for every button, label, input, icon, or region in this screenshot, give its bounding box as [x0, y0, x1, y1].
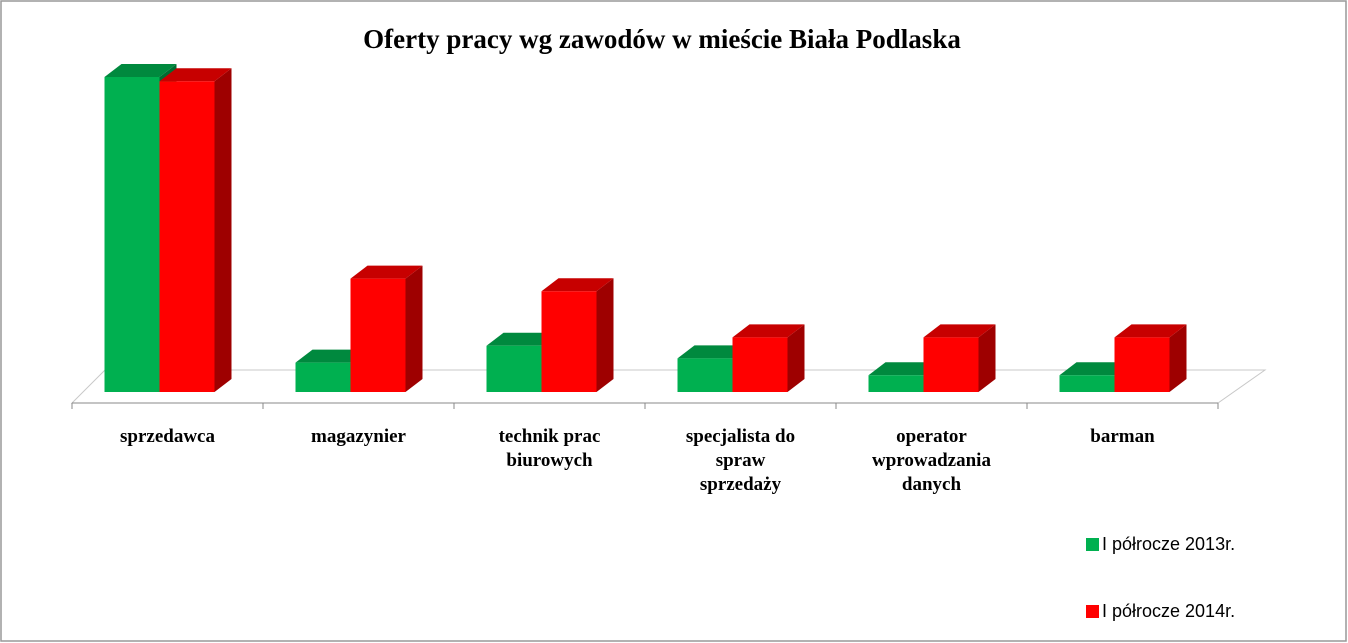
bar-front [541, 291, 597, 392]
bar-side [596, 278, 614, 392]
bar [923, 324, 996, 392]
x-tick-label: specjalista do spraw sprzedaży [686, 426, 795, 495]
bar-front [677, 358, 733, 392]
bar-top [868, 362, 941, 376]
x-tick-label: sprzedawca [120, 426, 215, 447]
bar-side [787, 324, 805, 392]
bar-top [541, 278, 614, 292]
x-tick-label: operator wprowadzania danych [872, 426, 991, 495]
legend-label: I półrocze 2013r. [1102, 534, 1235, 554]
x-tick-label: magazynier [311, 426, 407, 447]
bar-top [159, 68, 232, 82]
bar-front [1114, 337, 1170, 392]
bar-side [405, 265, 423, 392]
bar-front [868, 375, 924, 392]
bar-front [350, 278, 406, 392]
bar [1114, 324, 1187, 392]
bar-side [978, 324, 996, 392]
bar-top [923, 324, 996, 338]
bar-top [104, 64, 177, 77]
bar [159, 68, 232, 392]
x-tick-label: technik prac biurowych [499, 426, 601, 471]
x-tick-label: barman [1090, 426, 1155, 447]
bar-top [1114, 324, 1187, 338]
bar-side [1169, 324, 1187, 392]
bar-front [923, 337, 979, 392]
bar-side [214, 68, 232, 392]
bar-top [732, 324, 805, 338]
bar-front [104, 77, 160, 392]
legend-label: I półrocze 2014r. [1102, 601, 1235, 621]
bar-front [486, 345, 542, 392]
bar-top [295, 349, 368, 363]
legend-swatch [1086, 538, 1099, 551]
bar-top [1059, 362, 1132, 376]
bar [350, 265, 423, 392]
bar-front [1059, 375, 1115, 392]
bar-top [350, 265, 423, 279]
bar-top [677, 345, 750, 359]
bar [732, 324, 805, 392]
chart-title: Oferty pracy wg zawodów w mieście Biała … [363, 24, 961, 54]
bar-top [486, 332, 559, 346]
bar-front [159, 81, 215, 392]
bar [541, 278, 614, 392]
bar-front [732, 337, 788, 392]
bar-front [295, 362, 351, 392]
legend-swatch [1086, 605, 1099, 618]
